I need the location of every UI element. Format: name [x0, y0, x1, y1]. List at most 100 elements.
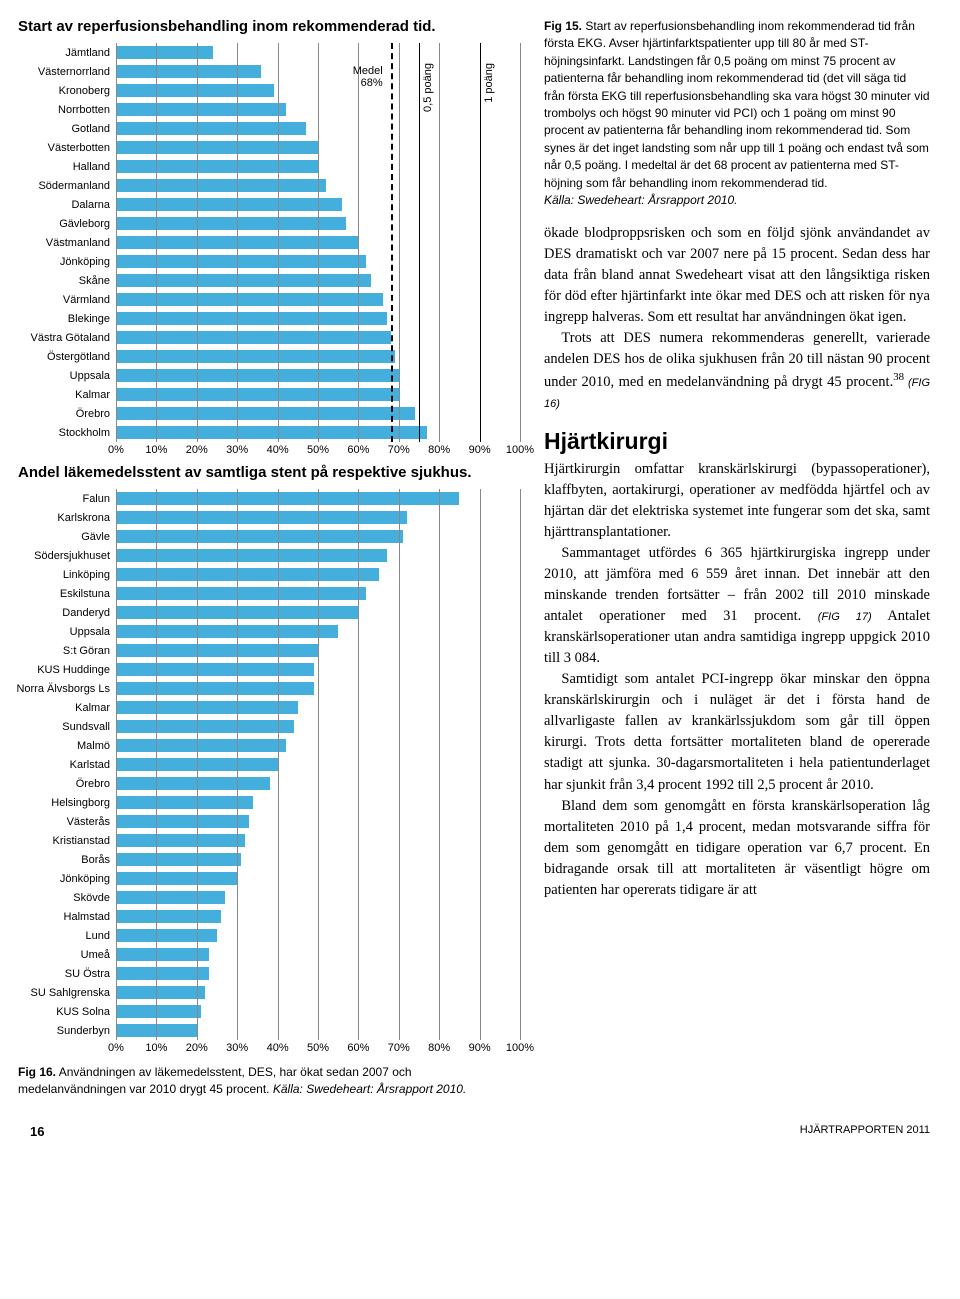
bar-row: Stockholm: [10, 423, 520, 442]
bar-label: Gävle: [10, 531, 116, 543]
bar-label: Falun: [10, 493, 116, 505]
bar-label: Sundsvall: [10, 721, 116, 733]
bar-label: Blekinge: [10, 313, 116, 325]
bar-fill: [116, 967, 209, 980]
bar-row: Gotland: [10, 119, 520, 138]
bar-fill: [116, 682, 314, 695]
axis-tick: 0%: [108, 1042, 124, 1054]
bar-row: KUS Solna: [10, 1002, 520, 1021]
bar-row: Linköping: [10, 565, 520, 584]
axis-tick: 0%: [108, 444, 124, 456]
bar-label: Västmanland: [10, 237, 116, 249]
bar-fill: [116, 644, 318, 657]
axis-tick: 100%: [506, 444, 534, 456]
bar-label: Halmstad: [10, 911, 116, 923]
bar-row: Kalmar: [10, 698, 520, 717]
bar-fill: [116, 350, 395, 363]
bar-fill: [116, 910, 221, 923]
axis-tick: 90%: [469, 1042, 491, 1054]
axis-tick: 80%: [428, 1042, 450, 1054]
bar-row: Kronoberg: [10, 81, 520, 100]
axis-tick: 10%: [145, 1042, 167, 1054]
page-footer: 16 HJÄRTRAPPORTEN 2011: [0, 1118, 960, 1153]
bar-fill: [116, 255, 366, 268]
fig16-source: Källa: Swedeheart: Årsrapport 2010.: [273, 1082, 466, 1096]
bar-fill: [116, 815, 249, 828]
axis-tick: 80%: [428, 444, 450, 456]
axis-tick: 30%: [226, 1042, 248, 1054]
heading-hjartkirurgi: Hjärtkirurgi: [544, 428, 930, 455]
bar-fill: [116, 777, 270, 790]
bar-fill: [116, 625, 338, 638]
bar-row: KUS Huddinge: [10, 660, 520, 679]
bar-row: Norrbotten: [10, 100, 520, 119]
bar-label: Östergötland: [10, 351, 116, 363]
bar-row: S:t Göran: [10, 641, 520, 660]
bar-fill: [116, 492, 459, 505]
bar-row: Västmanland: [10, 233, 520, 252]
axis-tick: 60%: [347, 444, 369, 456]
bar-fill: [116, 758, 278, 771]
bar-label: Kronoberg: [10, 85, 116, 97]
bar-row: Skåne: [10, 271, 520, 290]
bar-row: Jämtland: [10, 43, 520, 62]
bar-row: SU Sahlgrenska: [10, 983, 520, 1002]
body-p2: Trots att DES numera rekommenderas gener…: [544, 328, 930, 414]
bar-label: Linköping: [10, 569, 116, 581]
bar-row: Uppsala: [10, 366, 520, 385]
bar-label: Skåne: [10, 275, 116, 287]
bar-fill: [116, 179, 326, 192]
bar-label: Umeå: [10, 949, 116, 961]
bar-row: Södermanland: [10, 176, 520, 195]
bar-row: Västerbotten: [10, 138, 520, 157]
bar-label: Västra Götaland: [10, 332, 116, 344]
bar-row: Örebro: [10, 774, 520, 793]
bar-label: Halland: [10, 161, 116, 173]
bar-label: Borås: [10, 854, 116, 866]
body-p3: Hjärtkirurgin omfattar kranskärlskirurgi…: [544, 459, 930, 543]
bar-row: Örebro: [10, 404, 520, 423]
bar-fill: [116, 217, 346, 230]
bar-row: Sunderbyn: [10, 1021, 520, 1040]
bar-fill: [116, 198, 342, 211]
body-p6: Bland dem som genomgått en första kransk…: [544, 796, 930, 901]
bar-label: Norrbotten: [10, 104, 116, 116]
bar-fill: [116, 530, 403, 543]
bar-label: S:t Göran: [10, 645, 116, 657]
bar-row: Kalmar: [10, 385, 520, 404]
bar-label: KUS Solna: [10, 1006, 116, 1018]
bar-label: Södersjukhuset: [10, 550, 116, 562]
bar-fill: [116, 369, 399, 382]
bar-fill: [116, 568, 379, 581]
bar-fill: [116, 65, 261, 78]
fig16-caption: Fig 16. Användningen av läkemedelsstent,…: [10, 1064, 520, 1098]
body-p5: Samtidigt som antalet PCI-ingrepp ökar m…: [544, 669, 930, 795]
bar-row: Helsingborg: [10, 793, 520, 812]
bar-fill: [116, 834, 245, 847]
chart2-title: Andel läkemedelsstent av samtliga stent …: [10, 464, 520, 481]
bar-label: Jönköping: [10, 873, 116, 885]
axis-tick: 40%: [267, 1042, 289, 1054]
bar-row: Uppsala: [10, 622, 520, 641]
bar-row: Eskilstuna: [10, 584, 520, 603]
bar-row: SU Östra: [10, 964, 520, 983]
bar-fill: [116, 293, 383, 306]
bar-row: Jönköping: [10, 869, 520, 888]
axis-tick: 50%: [307, 1042, 329, 1054]
bar-fill: [116, 948, 209, 961]
chart2: FalunKarlskronaGävleSödersjukhusetLinköp…: [10, 489, 520, 1056]
bar-fill: [116, 141, 318, 154]
bar-label: Västerås: [10, 816, 116, 828]
bar-row: Danderyd: [10, 603, 520, 622]
bar-label: Skövde: [10, 892, 116, 904]
bar-label: Uppsala: [10, 370, 116, 382]
bar-label: Stockholm: [10, 427, 116, 439]
axis-tick: 20%: [186, 1042, 208, 1054]
bar-row: Lund: [10, 926, 520, 945]
fig15-text: Start av reperfusionsbehandling inom rek…: [544, 19, 930, 190]
bar-row: Värmland: [10, 290, 520, 309]
bar-row: Halland: [10, 157, 520, 176]
bar-fill: [116, 587, 366, 600]
bar-row: Falun: [10, 489, 520, 508]
bar-fill: [116, 929, 217, 942]
